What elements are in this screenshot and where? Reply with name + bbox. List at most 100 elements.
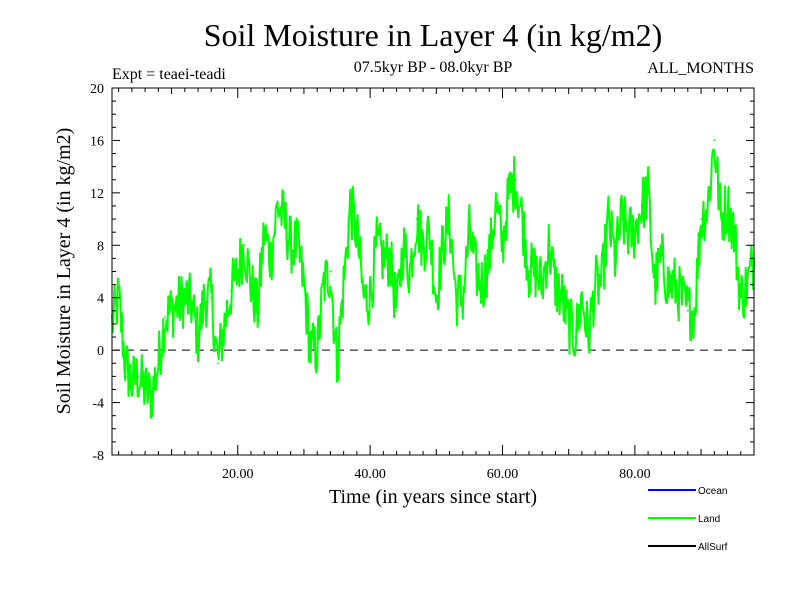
data-point	[475, 270, 477, 273]
data-point	[322, 283, 325, 286]
data-point	[461, 296, 464, 299]
data-point	[726, 205, 729, 207]
data-point	[660, 257, 663, 260]
data-point	[283, 218, 285, 221]
data-point	[217, 362, 219, 365]
plot-frame	[111, 87, 755, 456]
data-point	[428, 231, 431, 234]
data-point	[164, 316, 166, 319]
y-tick-label: -4	[92, 397, 104, 412]
x-tick-label: 80.00	[619, 467, 651, 482]
data-point	[746, 283, 749, 286]
data-point	[203, 296, 206, 299]
data-point	[395, 309, 398, 312]
data-point	[276, 205, 279, 207]
x-tick-label: 20.00	[222, 467, 254, 482]
data-point	[408, 270, 411, 273]
data-point	[468, 231, 471, 234]
data-point	[514, 178, 517, 181]
data-point	[269, 257, 272, 260]
data-point	[402, 244, 405, 247]
data-point	[316, 349, 319, 351]
data-point	[614, 257, 616, 260]
data-point	[713, 139, 716, 142]
data-point	[356, 231, 358, 234]
y-axis-label: Soil Moisture in Layer 4 (in kg/m2)	[53, 128, 75, 415]
data-point	[137, 375, 140, 378]
legend-label-land: Land	[698, 514, 720, 525]
y-tick-label: 12	[90, 187, 104, 202]
data-point	[263, 231, 266, 234]
data-point	[349, 205, 352, 207]
data-point	[700, 218, 702, 221]
legend: Ocean Land AllSurf	[648, 486, 728, 553]
data-point	[607, 218, 610, 221]
y-tick-label: 4	[97, 292, 104, 307]
data-point	[739, 296, 742, 299]
data-point	[230, 290, 233, 293]
series-line-land	[111, 148, 755, 420]
data-point	[422, 244, 424, 247]
data-point	[647, 192, 649, 194]
data-point	[375, 244, 378, 247]
data-point	[296, 244, 299, 247]
y-tick-label: 20	[90, 82, 104, 97]
data-point	[415, 218, 418, 221]
data-point	[587, 336, 590, 338]
data-point	[640, 205, 643, 207]
data-point	[673, 283, 676, 286]
data-point	[594, 283, 597, 286]
data-point	[223, 323, 226, 325]
legend-label-allsurf: AllSurf	[698, 542, 728, 553]
data-point	[448, 218, 451, 221]
x-tick-label: 60.00	[487, 467, 519, 482]
months-label: ALL_MONTHS	[647, 60, 754, 77]
experiment-label: Expt = teaei-teadi	[112, 66, 226, 83]
data-point	[303, 283, 305, 286]
data-point	[256, 309, 259, 312]
data-point	[501, 244, 504, 247]
data-point	[541, 283, 544, 286]
data-point	[627, 231, 630, 234]
data-point	[382, 257, 385, 260]
data-point	[554, 283, 557, 286]
y-tick-label: 16	[90, 134, 104, 149]
data-point	[243, 244, 246, 247]
data-point	[667, 283, 669, 286]
data-point	[693, 309, 696, 312]
data-point	[289, 244, 292, 247]
data-point	[574, 336, 577, 338]
data-point	[495, 205, 497, 207]
x-tick-label: 40.00	[354, 467, 386, 482]
data-point	[620, 218, 623, 221]
data-point	[481, 283, 484, 286]
ticks-layer: -8 -4 0 4 8 12 16 20 20.00 40.00 60.00 80.00	[90, 82, 755, 482]
data-point	[197, 336, 199, 338]
y-tick-label: 8	[97, 239, 104, 254]
data-point	[236, 270, 239, 273]
data-point	[634, 231, 636, 234]
data-point	[342, 283, 345, 286]
data-point	[547, 244, 550, 247]
data-point	[124, 362, 127, 365]
legend-label-ocean: Ocean	[698, 486, 727, 497]
chart-title: Soil Moisture in Layer 4 (in kg/m2)	[204, 17, 663, 53]
data-point	[177, 303, 180, 306]
data-point	[435, 296, 438, 299]
data-point	[183, 296, 186, 299]
data-point	[686, 309, 689, 312]
data-point	[190, 303, 193, 306]
data-point	[250, 283, 252, 286]
data-point	[157, 362, 160, 365]
data-point	[369, 296, 371, 299]
data-point	[528, 270, 530, 273]
data-point	[442, 244, 444, 247]
series-layer	[111, 139, 755, 420]
data-point	[720, 218, 722, 221]
data-point	[336, 362, 338, 365]
y-tick-label: 0	[97, 344, 104, 359]
data-point	[210, 296, 213, 299]
data-point	[488, 257, 491, 260]
x-axis-label: Time (in years since start)	[329, 486, 537, 508]
